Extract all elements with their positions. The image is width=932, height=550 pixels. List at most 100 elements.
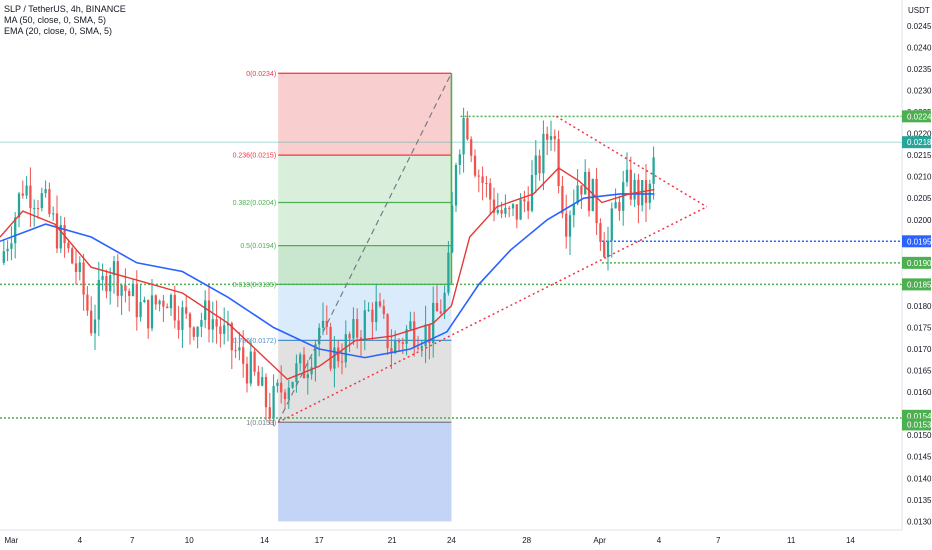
candle-body-107 bbox=[409, 321, 412, 330]
candle-body-165 bbox=[629, 169, 632, 200]
candle-body-144 bbox=[549, 136, 553, 140]
fib-zone-2 bbox=[278, 202, 452, 246]
candle-body-100 bbox=[382, 306, 385, 315]
candle-body-110 bbox=[420, 346, 423, 349]
y-tick-23: 0.0245 bbox=[907, 22, 932, 31]
candle-body-137 bbox=[523, 199, 526, 202]
candle-body-9 bbox=[36, 208, 40, 210]
candle-body-118 bbox=[451, 205, 454, 253]
candle-body-157 bbox=[599, 223, 602, 242]
y-tick-16: 0.0210 bbox=[907, 173, 932, 182]
legend-ma: MA (50, close, 0, SMA, 5) bbox=[4, 15, 107, 25]
candle-body-42 bbox=[162, 300, 165, 307]
candle-body-83 bbox=[318, 327, 321, 345]
fib-level-label-0: 0(0.0234) bbox=[246, 71, 276, 78]
candle-body-47 bbox=[181, 307, 184, 330]
candle-body-121 bbox=[462, 117, 465, 155]
candle-body-73 bbox=[280, 382, 283, 393]
candle-body-129 bbox=[492, 199, 496, 213]
candle-body-71 bbox=[272, 385, 275, 419]
candle-body-160 bbox=[610, 208, 613, 241]
candle-body-132 bbox=[504, 207, 507, 214]
candle-body-32 bbox=[124, 285, 127, 291]
candle-body-135 bbox=[515, 204, 518, 220]
candle-body-31 bbox=[120, 285, 123, 296]
y-tick-1: 0.0135 bbox=[907, 496, 932, 505]
candlesticks bbox=[2, 107, 655, 427]
y-tick-6: 0.0160 bbox=[907, 388, 932, 397]
candle-body-19 bbox=[74, 263, 78, 272]
candle-body-29 bbox=[112, 261, 116, 276]
candle-body-151 bbox=[576, 185, 579, 204]
y-tick-3: 0.0145 bbox=[907, 453, 932, 462]
x-tick-4: 14 bbox=[260, 536, 269, 545]
candle-body-1 bbox=[6, 248, 9, 252]
candle-body-108 bbox=[413, 321, 416, 348]
candle-body-84 bbox=[321, 320, 325, 328]
candle-body-72 bbox=[276, 382, 279, 386]
x-tick-13: 14 bbox=[846, 536, 855, 545]
y-tick-14: 0.0200 bbox=[907, 216, 932, 225]
price-axis: USDT0.01300.01350.01400.01450.01500.0155… bbox=[901, 0, 932, 550]
candle-body-28 bbox=[109, 275, 112, 292]
candle-body-112 bbox=[428, 324, 431, 344]
level-tag-5-bg bbox=[902, 418, 931, 431]
candle-body-43 bbox=[166, 306, 169, 309]
candle-body-62 bbox=[238, 347, 241, 351]
candle-body-168 bbox=[641, 180, 644, 206]
candle-body-127 bbox=[485, 183, 488, 185]
candle-body-68 bbox=[261, 376, 264, 386]
candle-body-39 bbox=[150, 295, 154, 329]
candle-body-82 bbox=[314, 344, 317, 368]
trend-drawings bbox=[277, 72, 708, 423]
candle-body-21 bbox=[82, 262, 85, 295]
candle-body-54 bbox=[207, 300, 211, 330]
y-tick-8: 0.0170 bbox=[907, 345, 932, 354]
candle-body-102 bbox=[390, 348, 393, 354]
candle-body-147 bbox=[561, 186, 564, 214]
candle-body-130 bbox=[496, 210, 499, 213]
candle-body-3 bbox=[14, 217, 17, 244]
candle-body-85 bbox=[325, 320, 328, 327]
x-tick-0: Mar bbox=[5, 536, 19, 545]
candle-body-41 bbox=[158, 300, 161, 305]
candle-body-91 bbox=[348, 334, 351, 339]
candle-body-49 bbox=[188, 313, 192, 328]
candle-body-14 bbox=[55, 213, 59, 249]
y-tick-22: 0.0240 bbox=[907, 43, 932, 52]
horizontal-levels bbox=[0, 115, 902, 419]
candle-body-126 bbox=[481, 176, 484, 184]
candle-body-101 bbox=[386, 314, 389, 349]
fib-level-label-3: 0.5(0.0194) bbox=[240, 243, 276, 250]
level-tag-2-text: 0.0190 bbox=[907, 259, 932, 268]
dashed-trend-line bbox=[277, 72, 452, 423]
candle-body-111 bbox=[424, 324, 427, 347]
candle-body-156 bbox=[595, 178, 598, 224]
candle-body-44 bbox=[169, 294, 173, 309]
candle-body-66 bbox=[253, 351, 256, 372]
candle-body-18 bbox=[71, 248, 74, 264]
candle-body-116 bbox=[443, 292, 446, 314]
candle-body-6 bbox=[25, 185, 28, 196]
level-tag-3-text: 0.0185 bbox=[907, 280, 932, 289]
level-tag-1-bg bbox=[902, 235, 931, 248]
candle-body-22 bbox=[86, 294, 89, 311]
candle-body-77 bbox=[295, 363, 298, 382]
candle-body-87 bbox=[333, 347, 336, 369]
candle-body-122 bbox=[466, 117, 469, 140]
candle-body-138 bbox=[527, 201, 530, 211]
candle-body-13 bbox=[52, 213, 55, 215]
legend-ema: EMA (20, close, 0, SMA, 5) bbox=[4, 26, 113, 36]
y-tick-20: 0.0230 bbox=[907, 86, 932, 95]
x-tick-10: 4 bbox=[657, 536, 662, 545]
fib-zone-0 bbox=[278, 73, 452, 156]
candle-body-7 bbox=[29, 185, 32, 209]
candle-body-70 bbox=[268, 407, 271, 419]
candle-body-0 bbox=[2, 251, 5, 263]
level-tag-2-bg bbox=[902, 256, 931, 269]
candle-body-20 bbox=[78, 262, 81, 272]
candle-body-86 bbox=[329, 326, 332, 369]
fib-zone-6 bbox=[278, 422, 452, 522]
fib-level-label-5: 0.786(0.0172) bbox=[233, 338, 277, 345]
